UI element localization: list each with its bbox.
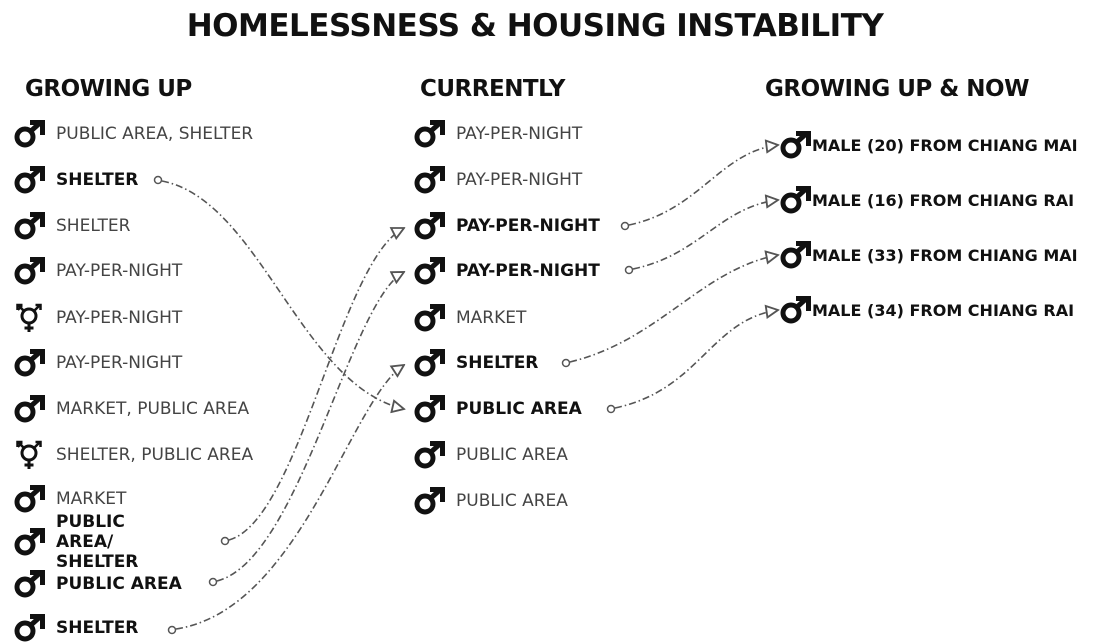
entry-label: MALE (16) FROM CHIANG RAI <box>812 190 1075 210</box>
connector <box>228 228 404 541</box>
entry-label: PUBLIC AREA, SHELTER <box>56 124 254 144</box>
connector-start <box>167 625 177 635</box>
entry: PAY-PER-NIGHT <box>12 348 182 378</box>
entry: MALE (20) FROM CHIANG MAI <box>778 130 1078 160</box>
entry-label: SHELTER <box>56 216 131 236</box>
entry: PAY-PER-NIGHT <box>412 211 600 241</box>
entry-label: MALE (20) FROM CHIANG MAI <box>812 135 1078 155</box>
connector <box>614 310 778 409</box>
entry-label: PUBLIC AREA <box>56 574 182 594</box>
connector <box>628 145 778 226</box>
entry: PUBLIC AREA <box>412 394 582 424</box>
entry-label: SHELTER <box>56 170 139 190</box>
entry-label: PAY-PER-NIGHT <box>56 353 183 373</box>
entry-label: PUBLIC AREA <box>456 399 582 419</box>
entry: PUBLIC AREA <box>412 486 568 516</box>
entry: PUBLIC AREA <box>412 440 568 470</box>
entry: MALE (34) FROM CHIANG RAI <box>778 295 1074 325</box>
connector <box>175 365 404 630</box>
column-heading: GROWING UP & NOW <box>765 76 1029 102</box>
entry: SHELTER <box>12 613 138 643</box>
entry-label: PAY-PER-NIGHT <box>456 216 600 236</box>
entry: MALE (33) FROM CHIANG MAI <box>778 240 1078 270</box>
entry-label: MARKET, PUBLIC AREA <box>56 399 250 419</box>
entry: SHELTER, PUBLIC AREA <box>12 440 253 470</box>
entry: MARKET <box>412 303 526 333</box>
entry-label: MALE (34) FROM CHIANG RAI <box>812 300 1075 320</box>
connector-start <box>620 221 630 231</box>
entry-label: PUBLIC AREA <box>456 445 568 465</box>
entry: PUBLIC AREA, SHELTER <box>12 119 253 149</box>
entry-label: PUBLIC AREA/ SHELTER <box>56 512 139 572</box>
entry: PUBLIC AREA/ SHELTER <box>12 512 186 572</box>
entry-label: PAY-PER-NIGHT <box>456 261 600 281</box>
connector-start <box>153 175 163 185</box>
column-heading: GROWING UP <box>25 76 192 102</box>
connector <box>632 200 778 270</box>
entry-label: PUBLIC AREA <box>456 491 568 511</box>
title: HOMELESSNESS & HOUSING INSTABILITY <box>186 8 884 44</box>
connector <box>161 180 404 409</box>
connector <box>569 255 778 363</box>
entry: MARKET, PUBLIC AREA <box>12 394 249 424</box>
connector-start <box>208 577 218 587</box>
entry: SHELTER <box>412 348 538 378</box>
entry: MALE (16) FROM CHIANG RAI <box>778 185 1074 215</box>
column-heading: CURRENTLY <box>420 76 565 102</box>
connector-start <box>606 404 616 414</box>
connector-start <box>561 358 571 368</box>
entry-label: SHELTER, PUBLIC AREA <box>56 445 254 465</box>
entry: PAY-PER-NIGHT <box>412 256 600 286</box>
entry: PUBLIC AREA <box>12 569 182 599</box>
entry-label: SHELTER <box>456 353 539 373</box>
entry: PAY-PER-NIGHT <box>412 119 582 149</box>
entry-label: MALE (33) FROM CHIANG MAI <box>812 245 1078 265</box>
entry: PAY-PER-NIGHT <box>12 256 182 286</box>
entry-label: MARKET <box>456 308 527 328</box>
entry: MARKET <box>12 484 126 514</box>
entry: SHELTER <box>12 211 130 241</box>
entry: PAY-PER-NIGHT <box>412 165 582 195</box>
entry-label: PAY-PER-NIGHT <box>456 124 583 144</box>
entry-label: PAY-PER-NIGHT <box>56 308 183 328</box>
entry-label: SHELTER <box>56 618 139 638</box>
entry: PAY-PER-NIGHT <box>12 303 182 333</box>
connector <box>216 272 404 582</box>
entry-label: PAY-PER-NIGHT <box>56 261 183 281</box>
entry-label: MARKET <box>56 489 127 509</box>
entry-label: PAY-PER-NIGHT <box>456 170 583 190</box>
connector-start <box>624 265 634 275</box>
connector-start <box>220 536 230 546</box>
entry: SHELTER <box>12 165 138 195</box>
